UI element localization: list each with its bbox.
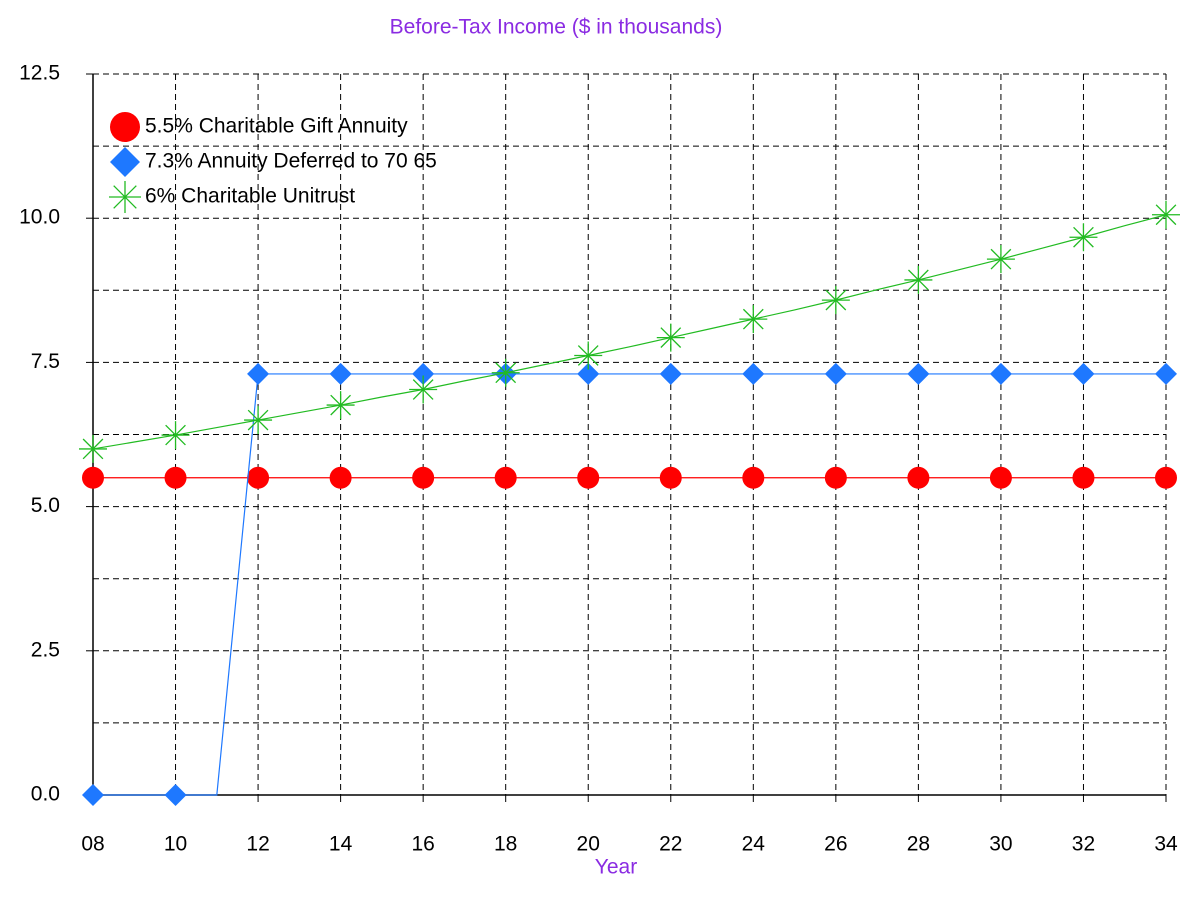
x-tick-label: 18 [494, 833, 517, 856]
marker [659, 466, 682, 489]
marker [739, 305, 768, 334]
marker [1155, 362, 1177, 385]
x-tick-label: 14 [329, 833, 353, 856]
marker [1072, 466, 1095, 489]
marker [244, 406, 273, 435]
y-tick-label: 2.5 [31, 638, 60, 661]
series-line [92, 214, 1167, 450]
legend-marker [110, 147, 140, 177]
x-tick-label: 20 [577, 833, 600, 856]
marker [409, 375, 438, 404]
y-tick-label: 0.0 [31, 783, 60, 806]
marker [1155, 466, 1177, 489]
marker [1069, 223, 1098, 252]
marker [164, 784, 187, 806]
marker [161, 421, 190, 450]
marker [742, 362, 765, 385]
marker [412, 362, 435, 385]
marker [824, 466, 847, 489]
x-tick-label: 22 [659, 833, 682, 856]
x-axis-label: Year [595, 856, 637, 879]
marker [1072, 362, 1095, 385]
marker [577, 466, 600, 489]
marker [989, 466, 1012, 489]
legend-marker [110, 112, 140, 142]
x-tick-label: 12 [246, 833, 269, 856]
x-tick-label: 30 [989, 833, 1012, 856]
legend-label: 5.5% Charitable Gift Annuity [145, 115, 408, 138]
y-tick-label: 12.5 [19, 62, 60, 85]
marker [164, 466, 187, 489]
x-tick-label: 28 [907, 833, 930, 856]
x-tick-label: 26 [824, 833, 847, 856]
legend-label: 6% Charitable Unitrust [145, 185, 355, 208]
legend-label: 7.3% Annuity Deferred to 70 65 [145, 150, 437, 173]
marker [659, 362, 682, 385]
marker [494, 466, 517, 489]
x-tick-label: 16 [411, 833, 434, 856]
marker [574, 341, 603, 370]
x-tick-label: 08 [81, 833, 104, 856]
marker [491, 358, 520, 387]
x-tick-label: 24 [742, 833, 766, 856]
y-tick-label: 5.0 [31, 494, 60, 517]
x-tick-label: 34 [1154, 833, 1178, 856]
marker [326, 391, 355, 420]
chart-title: Before-Tax Income ($ in thousands) [390, 16, 723, 39]
marker [82, 784, 104, 806]
marker [656, 323, 685, 352]
x-tick-label: 10 [164, 833, 187, 856]
marker [1152, 200, 1180, 229]
marker [742, 466, 765, 489]
marker [329, 362, 352, 385]
marker [907, 362, 930, 385]
marker [824, 362, 847, 385]
marker [989, 362, 1012, 385]
marker [821, 286, 850, 315]
marker [329, 466, 352, 489]
marker [247, 362, 270, 385]
series-line [93, 373, 1166, 796]
legend-marker [109, 181, 141, 213]
x-tick-label: 32 [1072, 833, 1095, 856]
marker [247, 466, 270, 489]
marker [82, 466, 104, 489]
marker [986, 245, 1015, 274]
y-tick-label: 10.0 [19, 206, 60, 229]
marker [907, 466, 930, 489]
marker [79, 434, 107, 463]
y-tick-label: 7.5 [31, 350, 60, 373]
marker [577, 362, 600, 385]
marker [904, 265, 933, 294]
marker [412, 466, 435, 489]
